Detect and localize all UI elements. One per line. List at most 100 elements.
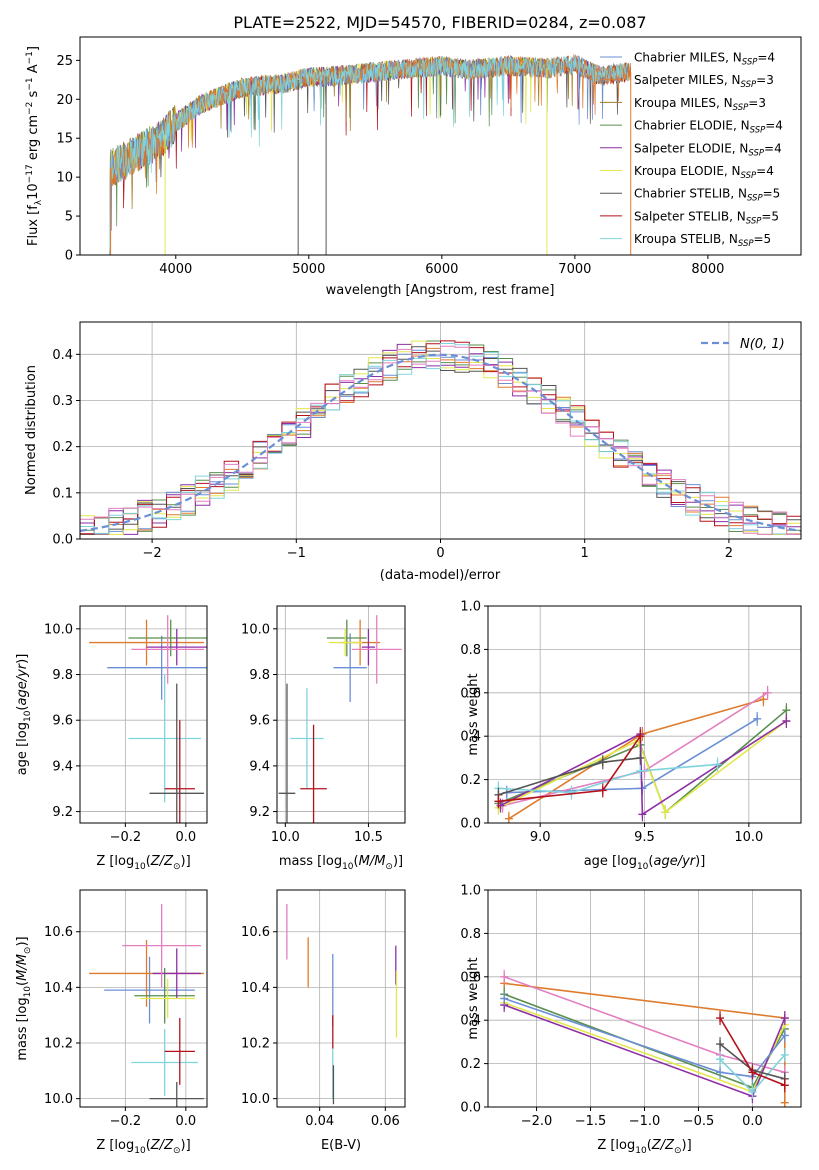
legend-entry: Chabrier MILES, NSSP=4 [634,51,775,68]
panel-age_vs_mass: 10.0 10.5 9.2 9.4 9.6 9.8 10.0 mass [log10(M/M⊙… [241,605,406,872]
y-tick-label: 1.0 [460,884,481,899]
y-tick-label: 9.2 [52,805,73,820]
y-axis-label: age [log10(age/yr)] [15,654,33,776]
x-tick-label: −1.5 [575,1114,607,1129]
y-axis-label: mass weight [466,957,481,1039]
errorbar-point-chab_elodie [134,967,195,1024]
weight-series-krou_stelib [716,1047,789,1099]
errorbar-point-salp_stelib [164,1017,195,1085]
x-tick-label: 4000 [159,262,192,277]
legend-entry: Chabrier STELIB, NSSP=5 [634,187,780,204]
errorbar-point-salp_elodie [361,628,376,666]
y-tick-label: 0 [65,249,73,264]
axes-frame [79,889,208,1108]
x-tick-label: 0.0 [742,1114,763,1129]
y-tick-label: 10.0 [44,1092,73,1107]
weight-series-salp_stelib [716,1011,789,1093]
legend-entry: Chabrier ELODIE, NSSP=4 [634,119,783,136]
y-tick-label: 10.6 [44,925,73,940]
errorbar-point-krou_elodie [328,628,362,657]
y-tick-label: 15 [56,132,73,147]
plot-area [89,615,207,823]
histogram-salp_stelib [80,340,801,535]
y-tick-label: 0.2 [460,1057,481,1072]
errorbar-point-salp_elodie [152,948,201,999]
x-tick-label: 0.0 [175,830,196,845]
panel-age_vs_Z: −0.2 0.0 9.2 9.4 9.6 9.8 10.0 age [log10(age/yr… [15,605,208,872]
axes-frame [79,605,208,824]
errorbar-point-pink [122,903,201,988]
x-tick-label: −1 [287,546,306,561]
weight-line [500,720,787,816]
x-tick-label: 0.0 [175,1114,196,1129]
y-tick-label: 0.4 [52,348,73,363]
y-tick-label: 25 [56,54,73,69]
x-tick-label: −2 [143,546,162,561]
y-tick-label: 0.4 [460,730,481,745]
x-tick-label: 9.0 [530,830,551,845]
spectrum-line-chab_miles [109,54,629,255]
panel-residuals: −2 −1 0 1 2 0.0 0.1 0.2 0.3 0.4 Normed distributio… [24,321,802,583]
axes-frame [276,605,406,824]
legend-entry: Salpeter ELODIE, NSSP=4 [634,141,782,158]
weight-line [498,720,787,814]
errorbar-point-krou_elodie [140,979,195,1018]
errorbar-point-chab_stelib [149,1081,204,1107]
x-tick-label: 0.04 [305,1114,334,1129]
legend-entry: Salpeter STELIB, NSSP=5 [634,209,779,226]
y-tick-label: 9.8 [249,668,270,683]
errorbar-point-krou_stelib [290,688,324,789]
plot-area [109,53,632,255]
y-tick-label: 0.8 [460,927,481,942]
x-axis-label: age [log10(age/yr)] [584,854,706,872]
y-axis-label: mass weight [466,673,481,755]
y-tick-label: 0.8 [460,643,481,658]
errorbar-point-salp_elodie [146,628,207,666]
x-axis-label: wavelength [Angstrom, rest frame] [326,283,555,298]
errorbar-point-pink [131,615,204,684]
y-axis-label: mass [log10(M/M⊙)] [15,936,33,1060]
y-tick-label: 9.4 [52,759,73,774]
figure-title: PLATE=2522, MJD=54570, FIBERID=0284, z=0… [233,13,646,32]
weight-series-pink [498,685,772,813]
weight-line [498,763,718,794]
x-tick-label: 2 [725,546,733,561]
x-axis-label: mass [log10(M/M⊙)] [279,854,403,872]
errorbar-point-krou_stelib [128,674,201,803]
x-tick-label: 6000 [425,262,458,277]
errorbar-point-chab_miles [107,635,207,700]
x-tick-label: −1.0 [629,1114,661,1129]
x-tick-label: 8000 [691,262,724,277]
weight-series-salp_stelib [494,729,645,809]
y-tick-label: 10.4 [44,981,73,996]
y-tick-label: 10.2 [241,1037,270,1052]
y-tick-label: 10.0 [241,1092,270,1107]
plot-area [89,903,204,1107]
y-tick-label: 10.4 [241,981,270,996]
y-tick-label: 10.6 [241,925,270,940]
x-tick-label: 1 [581,546,589,561]
y-tick-label: 0.0 [52,533,73,548]
x-axis-label: Z [log10(Z/Z⊙)] [96,854,190,872]
x-axis-label: Z [log10(Z/Z⊙)] [597,1138,691,1156]
x-tick-label: −0.5 [683,1114,715,1129]
errorbar-point-salp_stelib [164,720,195,823]
y-tick-label: 9.6 [249,714,270,729]
errorbar-point-chab_elodie [326,619,367,657]
x-tick-label: 10.0 [271,830,300,845]
y-axis-label: Flux [fλ10−17 erg cm−2 s−1 A−1] [25,46,44,246]
x-axis-label: E(B-V) [321,1138,361,1153]
axes-frame [79,36,802,256]
panel-weight_vs_age: 9.0 9.5 10.0 0.0 0.2 0.4 0.6 0.8 1.0 mass weight a… [460,600,802,872]
errorbar-point-salp_miles [89,619,204,666]
x-tick-label: 10.0 [734,830,763,845]
panel-mass_vs_ebv: 0.04 0.06 10.0 10.2 10.4 10.6 E(B-V) [241,889,406,1153]
y-tick-label: 20 [56,93,73,108]
y-tick-label: 1.0 [460,600,481,615]
spectrum-line-krou_miles [109,55,629,255]
panel-spectrum: 4000 5000 6000 7000 8000 0 5 10 15 20 25 Flux [fλ10… [25,36,802,298]
y-axis-label: Normed distribution [24,365,39,495]
spectrum-line-krou_stelib [109,55,629,255]
